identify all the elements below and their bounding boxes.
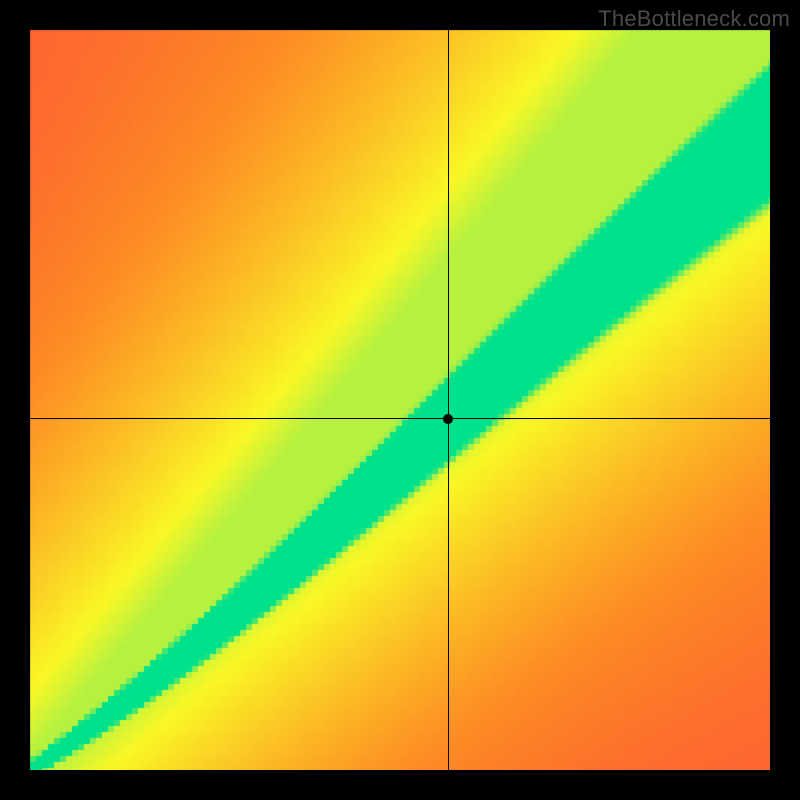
watermark-text: TheBottleneck.com (598, 6, 790, 32)
heatmap-canvas (0, 0, 800, 800)
chart-container: TheBottleneck.com (0, 0, 800, 800)
